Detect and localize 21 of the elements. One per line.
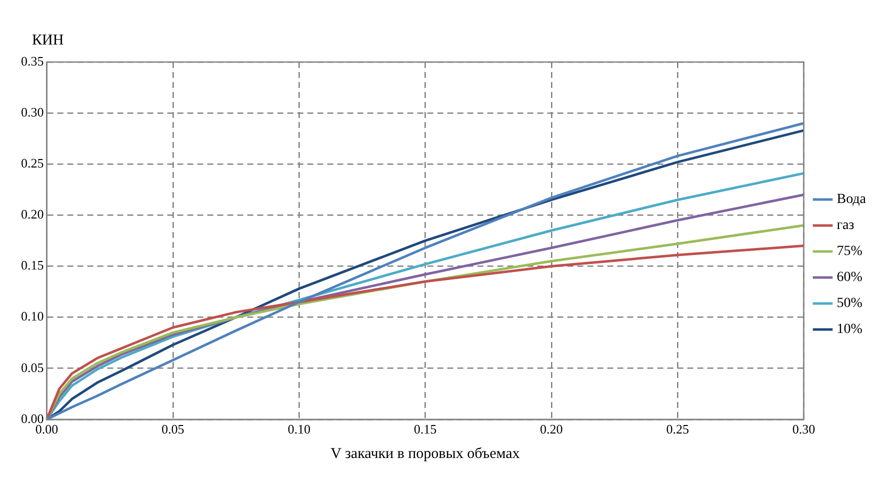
x-tick-label: 0.20 (540, 422, 563, 437)
legend-label: Вода (836, 192, 867, 208)
x-tick-label: 0.25 (666, 422, 689, 437)
y-tick-label: 0.15 (21, 258, 44, 273)
y-tick-label: 0.30 (21, 104, 44, 120)
y-tick-label: 0.25 (21, 156, 44, 171)
x-tick-label: 0.10 (288, 422, 310, 437)
legend-label: 50% (836, 296, 863, 312)
y-axis-title: КИН (32, 32, 64, 48)
y-tick-label: 0.10 (21, 308, 44, 324)
x-axis-title: V закачки в поровых объемах (330, 446, 520, 462)
x-tick-label: 0.15 (414, 422, 437, 437)
legend-label: газ (836, 218, 855, 234)
y-tick-label: 0.35 (21, 53, 44, 68)
legend-label: 75% (836, 244, 863, 260)
y-tick-label: 0.20 (21, 206, 44, 222)
x-tick-label: 0.05 (162, 422, 184, 437)
y-tick-label: 0.05 (21, 360, 44, 375)
legend-label: 60% (836, 270, 863, 286)
legend-label: 10% (836, 322, 863, 338)
x-tick-label: 0.30 (792, 422, 816, 437)
